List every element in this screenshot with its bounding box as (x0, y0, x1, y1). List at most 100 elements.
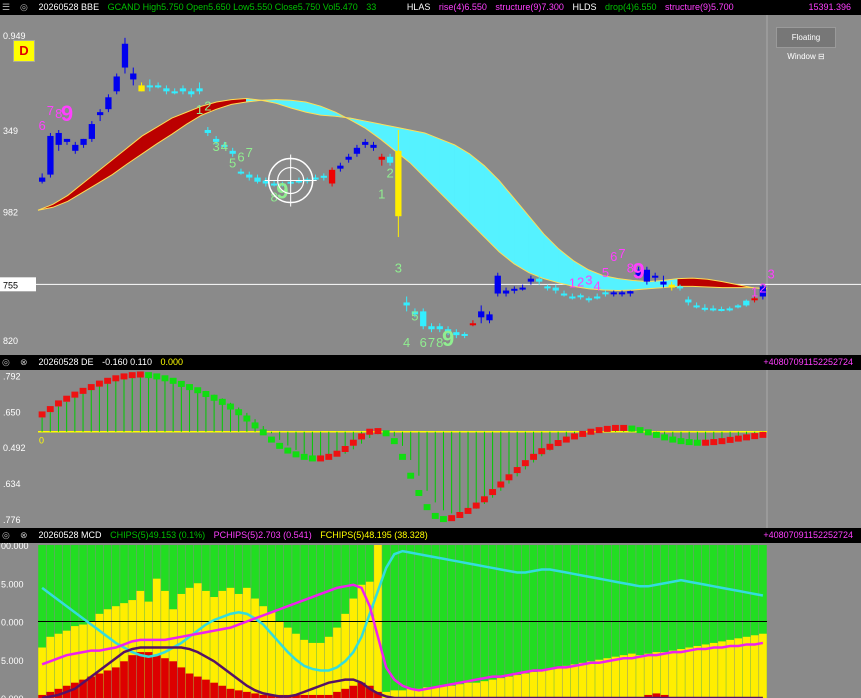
mcd-yellow-bar (595, 659, 603, 698)
settings-icon[interactable]: ◎ (20, 2, 28, 12)
mcd-red-bar (46, 691, 55, 698)
candle-body (420, 311, 427, 327)
sequence-count-label: 3 (395, 261, 402, 276)
de-bar (202, 391, 210, 397)
mcd-yellow-bar (398, 690, 407, 698)
mcd-y-tick-label: 0.000 (1, 618, 24, 628)
candle-body (461, 333, 468, 336)
de-bar (87, 384, 95, 391)
close-icon[interactable]: ⊗ (20, 357, 28, 367)
de-bar (702, 439, 710, 446)
mcd-red-bar (349, 685, 358, 698)
de-bar (333, 450, 341, 457)
mcd-yellow-bar (521, 673, 530, 698)
mcd-yellow-label: FCHIPS(5)48.195 (38.328) (320, 530, 428, 540)
sequence-count-label: 8 (55, 106, 62, 121)
de-bar (595, 427, 603, 434)
mcd-chips-chart[interactable]: 00.000 5.000 0.000 5.000 0.000 (0, 543, 861, 698)
de-bar (513, 467, 521, 474)
settings-icon[interactable]: ◎ (2, 530, 10, 540)
mcd-yellow-bar (292, 633, 300, 698)
main-panel-header: ☰ ◎ 20260528 BBE GCAND High5.750 Open5.65… (0, 0, 861, 15)
mcd-yellow-bar (619, 655, 628, 698)
mcd-yellow-bar (660, 652, 669, 698)
candle-body (436, 326, 443, 330)
de-bar (644, 429, 652, 436)
mcd-yellow-bar (382, 691, 390, 698)
candle-body (511, 288, 518, 291)
candle-body (163, 88, 170, 92)
de-bar (341, 446, 349, 452)
mcd-red-bar (87, 676, 96, 698)
de-values: -0.160 0.110 (102, 357, 152, 367)
de-bar (587, 428, 595, 435)
mcd-yellow-bar (283, 627, 292, 698)
sequence-count-label: 7 (246, 145, 253, 160)
d-badge[interactable]: D (13, 40, 35, 62)
floating-window-button[interactable]: Floating Window ⊟ (776, 27, 836, 61)
mcd-yellow-bar (390, 690, 399, 698)
candle-body (179, 88, 187, 92)
candle-body (569, 296, 576, 299)
sequence-count-label: 2 (204, 98, 211, 113)
candle-body (527, 278, 535, 282)
menu-icon[interactable]: ☰ (2, 2, 11, 12)
hlas-structure: structure(9)7.300 (495, 2, 564, 12)
candle-body (668, 284, 675, 288)
mcd-yellow-bar (406, 688, 415, 698)
candle-body (751, 298, 758, 301)
mcd-red-bar (324, 694, 333, 698)
mcd-yellow-bar (537, 670, 546, 698)
mcd-red-bar (243, 691, 251, 698)
mcd-yellow-bar (177, 593, 186, 698)
candle-body (643, 269, 651, 282)
hlds-drop: drop(4)6.550 (604, 2, 657, 12)
candle-body (602, 292, 609, 295)
de-bar (95, 380, 103, 387)
candle-body (229, 150, 236, 154)
hlds-structure: structure(9)5.700 (665, 2, 734, 12)
sequence-count-label: 1 (378, 186, 385, 201)
mcd-title: 20260528 MCD (38, 530, 102, 540)
mcd-yellow-bar (693, 645, 702, 698)
main-right-value: 15391.396 (808, 2, 851, 12)
de-bar (497, 481, 505, 488)
de-bar (292, 451, 300, 458)
de-bar (55, 400, 62, 407)
mcd-yellow-bar (365, 581, 374, 698)
mcd-red-bar (365, 685, 374, 698)
mcd-yellow-bar (193, 583, 202, 698)
mcd-red-bar (111, 667, 120, 698)
candle-body (38, 177, 46, 182)
mcd-yellow-bar (554, 667, 562, 698)
de-bar (259, 429, 267, 436)
floating-window-label: Floating Window (787, 33, 821, 61)
candle-body (701, 307, 709, 310)
settings-icon[interactable]: ◎ (2, 357, 10, 367)
candle-body (386, 156, 394, 163)
mcd-red-bar (128, 655, 137, 698)
mcd-red-bar (38, 694, 46, 698)
candle-body (196, 88, 203, 92)
mcd-yellow-bar (136, 590, 145, 698)
mcd-yellow-bar (423, 687, 431, 698)
de-bar (480, 496, 488, 503)
mcd-red-bar (644, 694, 653, 698)
candle-body (610, 292, 617, 295)
de-oscillator-chart[interactable]: 0 .792 .650 0.492 .634 .776 (0, 370, 861, 528)
de-bar (571, 433, 578, 440)
de-bar (71, 391, 79, 398)
mcd-yellow-bar (513, 675, 522, 698)
mcd-yellow-bar (496, 678, 505, 698)
candle-body (428, 326, 435, 330)
candle-body (353, 147, 361, 154)
y-tick-label: 349 (3, 126, 18, 136)
mcd-yellow-bar (455, 684, 464, 698)
candle-body (444, 329, 452, 333)
candle-body (635, 269, 642, 276)
close-icon[interactable]: ⊗ (20, 530, 28, 540)
mcd-yellow-bar (718, 641, 726, 698)
sequence-count-label: 8 (270, 189, 277, 204)
mcd-red-bar (251, 693, 259, 698)
